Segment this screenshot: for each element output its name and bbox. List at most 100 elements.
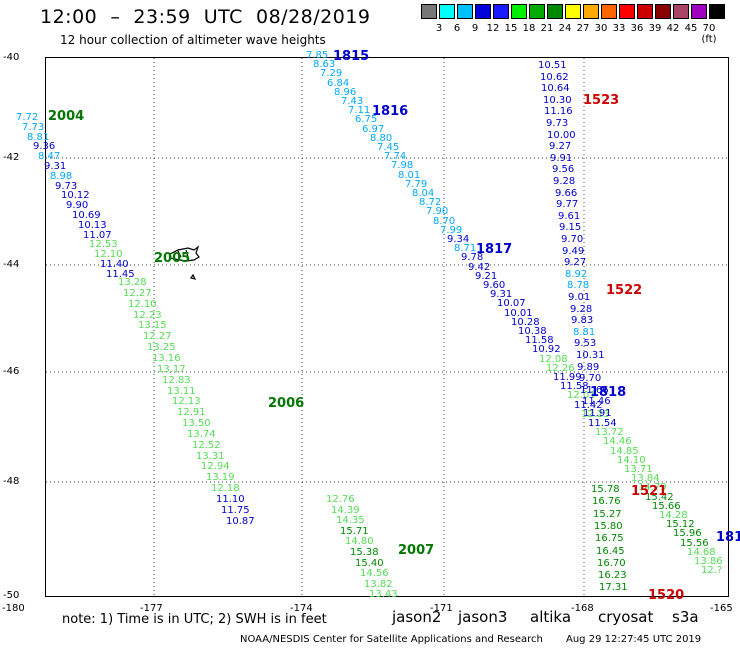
- wave-height-value: 6.97: [362, 124, 385, 135]
- wave-height-value: 13.11: [167, 386, 196, 397]
- wave-height-value: 9.36: [33, 141, 56, 152]
- wave-height-value: 9.21: [475, 271, 498, 282]
- wave-height-value: 14.79: [638, 482, 667, 493]
- wave-height-value: 12.10: [128, 299, 157, 310]
- wave-height-value: 14.28: [659, 510, 688, 521]
- wave-height-value: 12.76: [326, 494, 355, 505]
- lon-label-174: -174: [290, 603, 313, 614]
- wave-height-value: 12.26: [546, 363, 575, 374]
- wave-height-value: 15.96: [673, 528, 702, 539]
- color-swatch: [709, 4, 725, 19]
- wave-height-value: 12.08: [539, 354, 568, 365]
- wave-height-value: 12.91: [177, 407, 206, 418]
- color-swatch: [619, 4, 635, 19]
- color-scale-label: 27: [576, 23, 590, 34]
- color-swatch: [637, 4, 653, 19]
- wave-height-value: 8.04: [412, 188, 435, 199]
- page-title: 12:00 – 23:59 UTC 08/28/2019: [40, 6, 371, 28]
- wave-height-value: 9.15: [559, 222, 582, 233]
- wave-height-value: 9.31: [490, 289, 513, 300]
- wave-height-value: 9.49: [562, 246, 585, 257]
- track-time-label: 2007: [398, 543, 435, 558]
- wave-height-value: 12.01: [567, 390, 596, 401]
- color-swatch: [601, 4, 617, 19]
- color-scale-label: 39: [648, 23, 662, 34]
- track-time-label: 181: [716, 530, 740, 545]
- wave-height-value: 12.53: [89, 239, 118, 250]
- wave-height-value: 8.92: [565, 269, 588, 280]
- wave-height-value: 11.91: [583, 408, 612, 419]
- track-time-label: 1817: [476, 242, 513, 257]
- wave-height-value: 16.45: [596, 546, 625, 557]
- wave-height-value: 13.31: [196, 451, 225, 462]
- color-swatch: [421, 4, 437, 19]
- wave-height-value: 8.80: [370, 133, 393, 144]
- track-time-label: 2005: [154, 251, 191, 266]
- wave-height-value: 12.94: [201, 461, 230, 472]
- footer-note: note: 1) Time is in UTC; 2) SWH is in fe…: [62, 612, 327, 627]
- wave-height-value: 10.87: [226, 516, 255, 527]
- wave-height-value: 10.51: [538, 60, 567, 71]
- wave-height-value: 8.63: [313, 59, 336, 70]
- wave-height-value: 16.23: [598, 570, 627, 581]
- legend-s3a: s3a: [672, 608, 699, 626]
- wave-height-value: 9.90: [66, 200, 89, 211]
- wave-height-value: 9.89: [577, 362, 600, 373]
- wave-height-value: 7.90: [426, 206, 449, 217]
- color-swatch: [439, 4, 455, 19]
- wave-height-value: 10.31: [576, 350, 605, 361]
- wave-height-value: 11.66: [580, 385, 609, 396]
- wave-height-value: 9.34: [447, 234, 470, 245]
- wave-height-value: 10.38: [518, 326, 547, 337]
- color-swatch: [655, 4, 671, 19]
- lat-label-50: -50: [3, 590, 20, 601]
- wave-height-value: 11.10: [216, 494, 245, 505]
- wave-height-value: 13.25: [147, 342, 176, 353]
- wave-height-value: 8.01: [398, 170, 421, 181]
- wave-height-value: 12.?: [701, 565, 723, 576]
- track-time-label: 1815: [333, 49, 370, 64]
- wave-height-value: 9.70: [561, 234, 584, 245]
- lon-label-165: -165: [710, 603, 733, 614]
- wave-height-value: 12.18: [211, 483, 240, 494]
- wave-height-value: 14.56: [360, 568, 389, 579]
- color-swatch: [475, 4, 491, 19]
- wave-height-value: 11.75: [221, 505, 250, 516]
- wave-height-value: 9.60: [483, 280, 506, 291]
- wave-height-value: 10.69: [72, 210, 101, 221]
- wave-height-value: 9.27: [564, 257, 587, 268]
- wave-height-value: 15.78: [591, 484, 620, 495]
- wave-height-value: 9.28: [570, 304, 593, 315]
- color-scale-label: 45: [684, 23, 698, 34]
- wave-height-value: 9.73: [546, 118, 569, 129]
- color-swatch: [673, 4, 689, 19]
- color-scale-label: 42: [666, 23, 680, 34]
- wave-height-value: 10.64: [541, 83, 570, 94]
- wave-height-value: 12.52: [192, 440, 221, 451]
- lat-label-40: -40: [3, 52, 20, 63]
- wave-height-value: 9.42: [468, 262, 491, 273]
- wave-height-value: 9.70: [579, 373, 602, 384]
- wave-height-value: 13.17: [157, 364, 186, 375]
- lon-label-177: -177: [140, 603, 163, 614]
- wave-height-value: 8.98: [50, 171, 73, 182]
- map-plot-area[interactable]: [45, 57, 729, 597]
- wave-height-value: 10.07: [497, 298, 526, 309]
- color-swatch: [691, 4, 707, 19]
- legend-jason3: jason3: [458, 608, 508, 626]
- color-swatch: [529, 4, 545, 19]
- wave-height-value: 13.50: [182, 418, 211, 429]
- wave-height-value: 14.80: [345, 536, 374, 547]
- wave-height-value: 17.31: [599, 582, 628, 593]
- color-scale-label: 3: [435, 23, 443, 34]
- wave-height-value: 9.61: [558, 211, 581, 222]
- wave-height-value: 7.98: [391, 160, 414, 171]
- track-time-label: 1818: [590, 385, 627, 400]
- color-scale-label: 70 (ft): [701, 23, 717, 45]
- wave-height-value: 9.56: [552, 164, 575, 175]
- wave-height-value: 9.77: [556, 199, 579, 210]
- wave-height-value: 13.82: [364, 579, 393, 590]
- wave-height-value: 15.12: [666, 519, 695, 530]
- wave-height-value: 13.72: [595, 427, 624, 438]
- wave-height-value: 11.45: [106, 269, 135, 280]
